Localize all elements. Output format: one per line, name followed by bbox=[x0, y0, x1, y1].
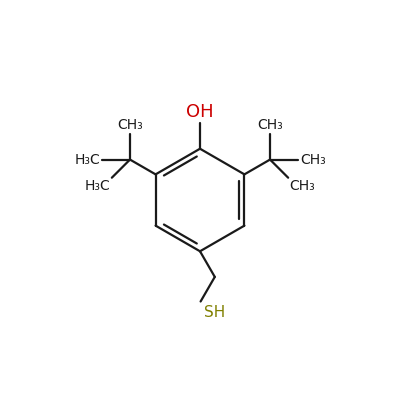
Text: H₃C: H₃C bbox=[84, 179, 110, 193]
Text: OH: OH bbox=[186, 103, 214, 121]
Text: CH₃: CH₃ bbox=[257, 118, 283, 132]
Text: CH₃: CH₃ bbox=[117, 118, 143, 132]
Text: CH₃: CH₃ bbox=[290, 179, 316, 193]
Text: H₃C: H₃C bbox=[74, 152, 100, 166]
Text: CH₃: CH₃ bbox=[300, 152, 326, 166]
Text: SH: SH bbox=[204, 305, 225, 320]
